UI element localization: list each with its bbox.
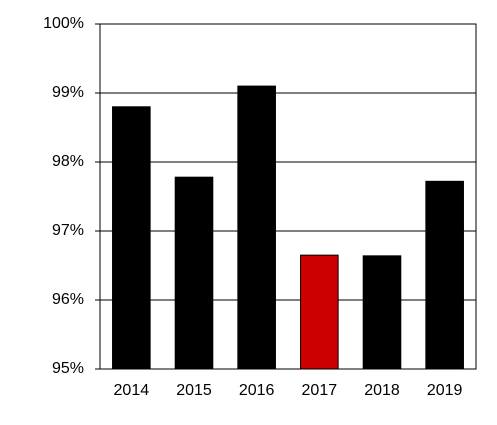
x-tick-label: 2017 (302, 382, 338, 399)
x-tick-label: 2014 (114, 382, 150, 399)
y-tick-label: 100% (43, 15, 84, 32)
x-tick-label: 2016 (239, 382, 275, 399)
x-tick-label: 2019 (427, 382, 463, 399)
x-tick-label: 2015 (176, 382, 212, 399)
bar (237, 85, 276, 370)
bar (174, 176, 214, 370)
y-tick-label: 98% (52, 153, 84, 170)
bar (362, 255, 402, 370)
x-tick-label: 2018 (364, 382, 400, 399)
y-tick-label: 95% (52, 360, 84, 377)
bar (300, 254, 339, 370)
y-tick-label: 96% (52, 291, 84, 308)
bar (425, 180, 464, 370)
y-tick-label: 99% (52, 84, 84, 101)
plot-frame (99, 23, 477, 370)
y-tick-label: 97% (52, 222, 84, 239)
bar (112, 106, 151, 370)
